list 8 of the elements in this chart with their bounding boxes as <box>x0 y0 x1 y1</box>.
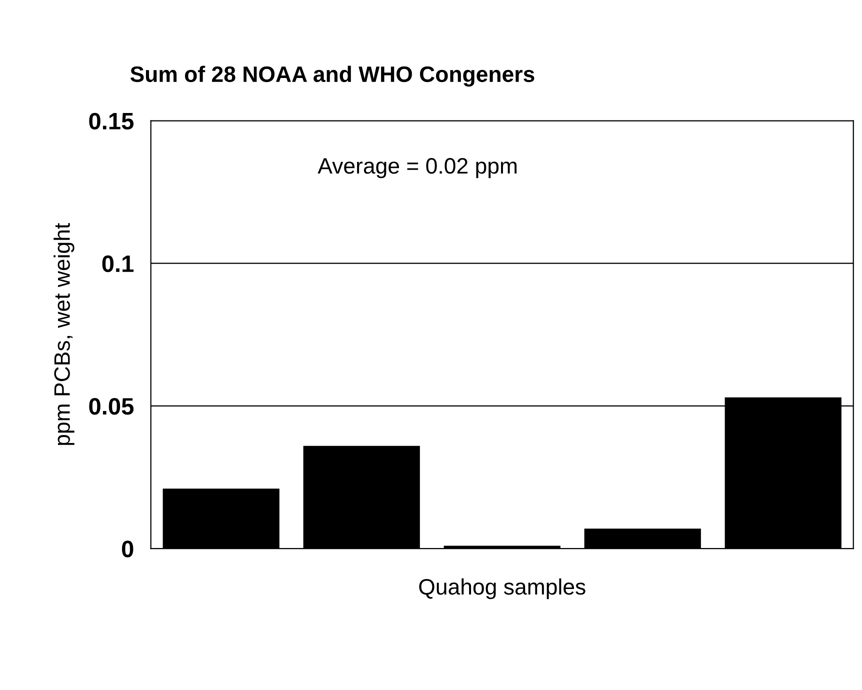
x-axis-title: Quahog samples <box>419 578 586 600</box>
y-tick-label: 0.1 <box>102 255 134 272</box>
annotation: Average = 0.02 ppm <box>318 158 517 178</box>
y-axis-title: ppm PCBs, wet weight <box>54 223 74 445</box>
chart-title: Sum of 28 NOAA and WHO Congeners <box>130 66 534 87</box>
y-tick-label: 0 <box>122 540 134 558</box>
y-tick-label: 0.05 <box>89 398 134 415</box>
y-tick-label: 0.15 <box>89 112 134 130</box>
